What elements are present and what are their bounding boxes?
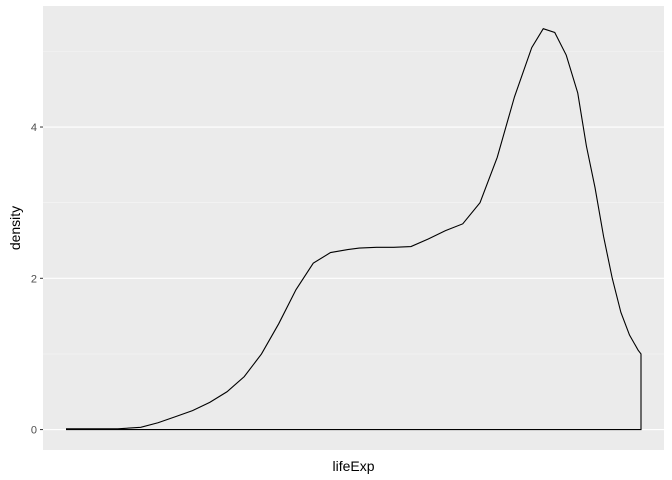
y-tick-label: 2 bbox=[31, 273, 37, 285]
y-axis-title: density bbox=[7, 206, 23, 250]
y-axis-ticks bbox=[40, 126, 43, 431]
y-tick-label: 4 bbox=[31, 122, 37, 134]
y-axis-tick-labels: 0 2 4 bbox=[31, 122, 37, 437]
minor-gridlines bbox=[43, 51, 664, 355]
plot-panel bbox=[43, 6, 664, 450]
density-curve bbox=[66, 28, 642, 431]
x-axis-title: lifeExp bbox=[332, 458, 374, 474]
y-tick-label: 0 bbox=[31, 425, 37, 437]
